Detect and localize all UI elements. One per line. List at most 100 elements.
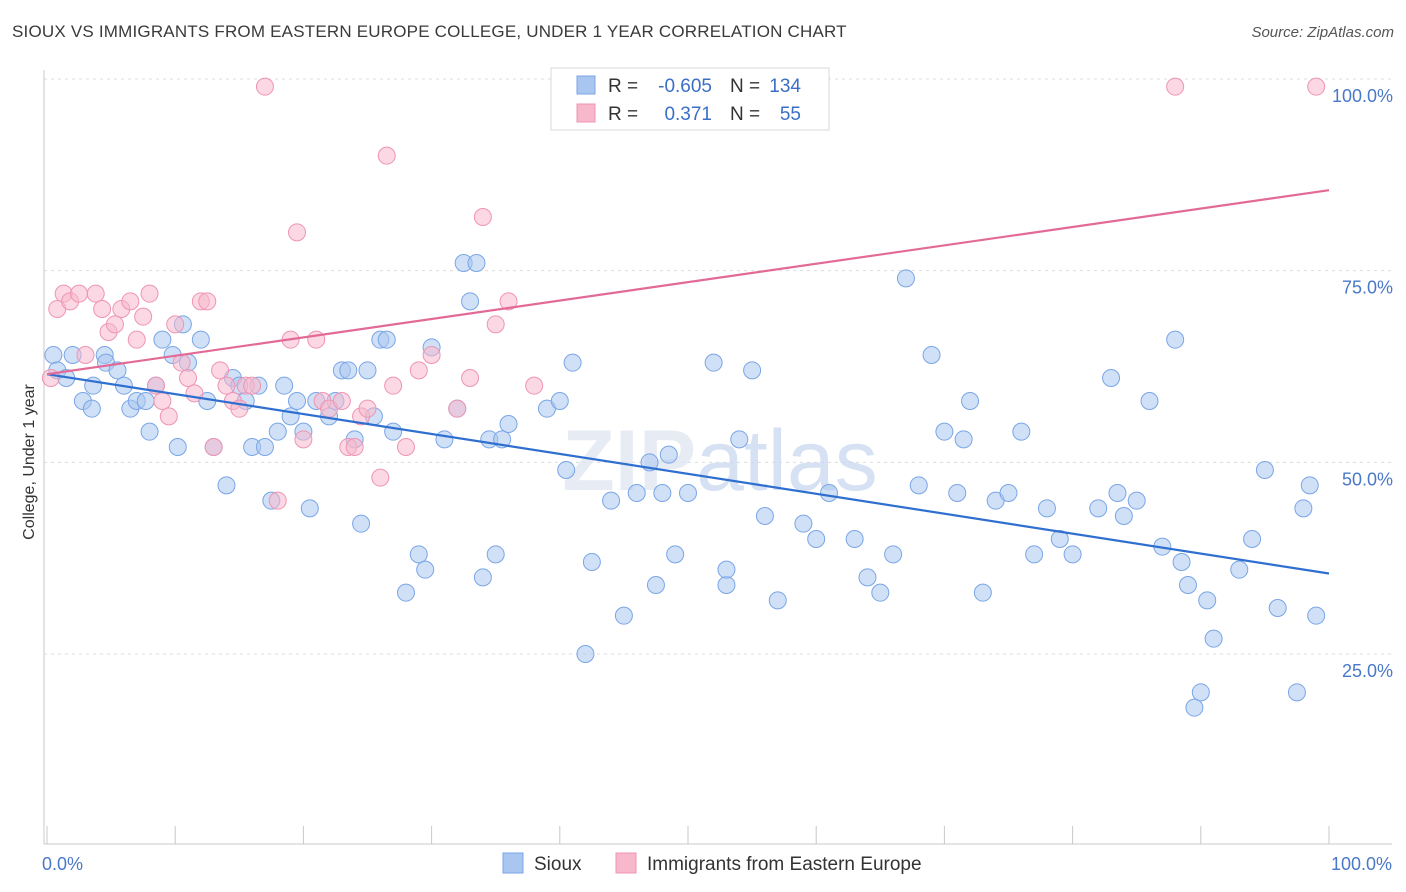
point-0-44 xyxy=(352,514,371,533)
legend-top: R = -0.605 N = 134 R = 0.371 N = 55 xyxy=(550,67,830,131)
point-1-23 xyxy=(198,292,217,311)
trend-lines xyxy=(46,189,1330,575)
point-1-13 xyxy=(134,307,153,326)
point-0-67 xyxy=(563,353,582,372)
point-0-93 xyxy=(896,269,915,288)
point-1-30 xyxy=(243,376,262,395)
point-0-123 xyxy=(1243,530,1262,548)
source-label: Source: ZipAtlas.com xyxy=(1251,24,1394,41)
point-0-127 xyxy=(1294,499,1313,518)
point-0-110 xyxy=(1108,484,1127,502)
x-ticks xyxy=(46,826,1330,844)
point-0-116 xyxy=(1172,553,1191,571)
point-0-104 xyxy=(1025,545,1044,564)
point-1-4 xyxy=(70,284,89,303)
point-1-43 xyxy=(358,399,377,418)
point-1-16 xyxy=(153,392,172,410)
point-1-34 xyxy=(287,223,306,242)
point-0-16 xyxy=(153,330,172,349)
point-0-37 xyxy=(300,499,319,518)
point-0-96 xyxy=(935,422,954,441)
point-0-58 xyxy=(467,254,486,272)
point-1-35 xyxy=(294,430,313,449)
point-1-54 xyxy=(499,292,518,311)
point-0-32 xyxy=(268,422,287,441)
point-0-115 xyxy=(1166,330,1185,349)
point-1-44 xyxy=(371,468,390,487)
point-0-87 xyxy=(807,530,826,548)
legend-swatch-immigrants xyxy=(576,103,596,123)
series-1 xyxy=(41,77,1326,510)
legend-bottom-label-immigrants: Immigrants from Eastern Europe xyxy=(647,854,922,875)
point-0-70 xyxy=(602,491,621,510)
point-1-46 xyxy=(384,376,403,395)
point-0-94 xyxy=(909,476,928,495)
point-1-21 xyxy=(185,384,204,403)
point-1-55 xyxy=(525,376,544,395)
point-0-45 xyxy=(358,361,377,380)
legend-n-value-sioux: 134 xyxy=(769,76,801,97)
point-0-109 xyxy=(1102,369,1121,387)
point-0-79 xyxy=(704,353,723,372)
point-1-50 xyxy=(448,399,467,418)
point-0-95 xyxy=(922,346,941,364)
series-0 xyxy=(44,254,1326,717)
point-0-88 xyxy=(820,484,839,502)
point-0-74 xyxy=(646,576,665,594)
legend-swatch-sioux xyxy=(576,75,596,95)
point-0-30 xyxy=(255,438,274,456)
point-0-13 xyxy=(136,392,155,410)
point-0-105 xyxy=(1037,499,1056,518)
point-0-66 xyxy=(557,461,576,479)
point-0-75 xyxy=(653,484,672,502)
point-0-65 xyxy=(550,392,569,410)
point-0-63 xyxy=(499,415,518,433)
point-1-11 xyxy=(121,292,140,311)
point-1-12 xyxy=(127,330,146,349)
y-tick-label-75: 75.0% xyxy=(1342,278,1393,298)
point-0-118 xyxy=(1185,698,1204,717)
x-tick-label-max: 100.0% xyxy=(1331,854,1392,874)
point-0-9 xyxy=(108,361,127,380)
point-0-121 xyxy=(1204,629,1223,648)
point-1-56 xyxy=(1166,77,1185,96)
point-0-69 xyxy=(582,553,601,571)
point-1-24 xyxy=(204,438,223,456)
point-0-98 xyxy=(954,430,973,449)
point-0-61 xyxy=(486,545,505,564)
point-0-90 xyxy=(858,568,877,587)
legend-r-value-immigrants: 0.371 xyxy=(664,104,712,125)
point-0-82 xyxy=(730,430,749,449)
point-0-83 xyxy=(743,361,762,380)
data-points xyxy=(41,77,1326,717)
point-0-35 xyxy=(287,392,306,410)
point-0-49 xyxy=(384,422,403,441)
point-0-33 xyxy=(275,376,294,395)
point-1-5 xyxy=(76,346,95,364)
point-1-51 xyxy=(461,369,480,387)
point-0-107 xyxy=(1063,545,1082,564)
legend-n-value-immigrants: 55 xyxy=(780,104,801,125)
point-0-85 xyxy=(768,591,787,610)
axes xyxy=(43,70,1392,845)
point-0-18 xyxy=(168,438,187,456)
point-0-89 xyxy=(845,530,864,548)
point-0-59 xyxy=(473,568,492,587)
point-1-9 xyxy=(105,315,124,334)
point-0-126 xyxy=(1287,683,1306,702)
point-0-84 xyxy=(755,507,774,525)
point-0-24 xyxy=(217,476,236,495)
point-1-45 xyxy=(377,146,396,165)
point-0-71 xyxy=(614,606,633,625)
point-0-80 xyxy=(717,576,736,594)
point-1-47 xyxy=(396,438,415,456)
point-0-117 xyxy=(1178,576,1197,594)
point-0-57 xyxy=(461,292,480,311)
point-0-54 xyxy=(435,430,454,449)
point-0-50 xyxy=(396,583,415,602)
legend-bottom: Sioux Immigrants from Eastern Europe xyxy=(502,852,922,875)
legend-bottom-label-sioux: Sioux xyxy=(534,854,582,875)
point-0-52 xyxy=(416,560,435,579)
point-1-31 xyxy=(255,77,274,96)
